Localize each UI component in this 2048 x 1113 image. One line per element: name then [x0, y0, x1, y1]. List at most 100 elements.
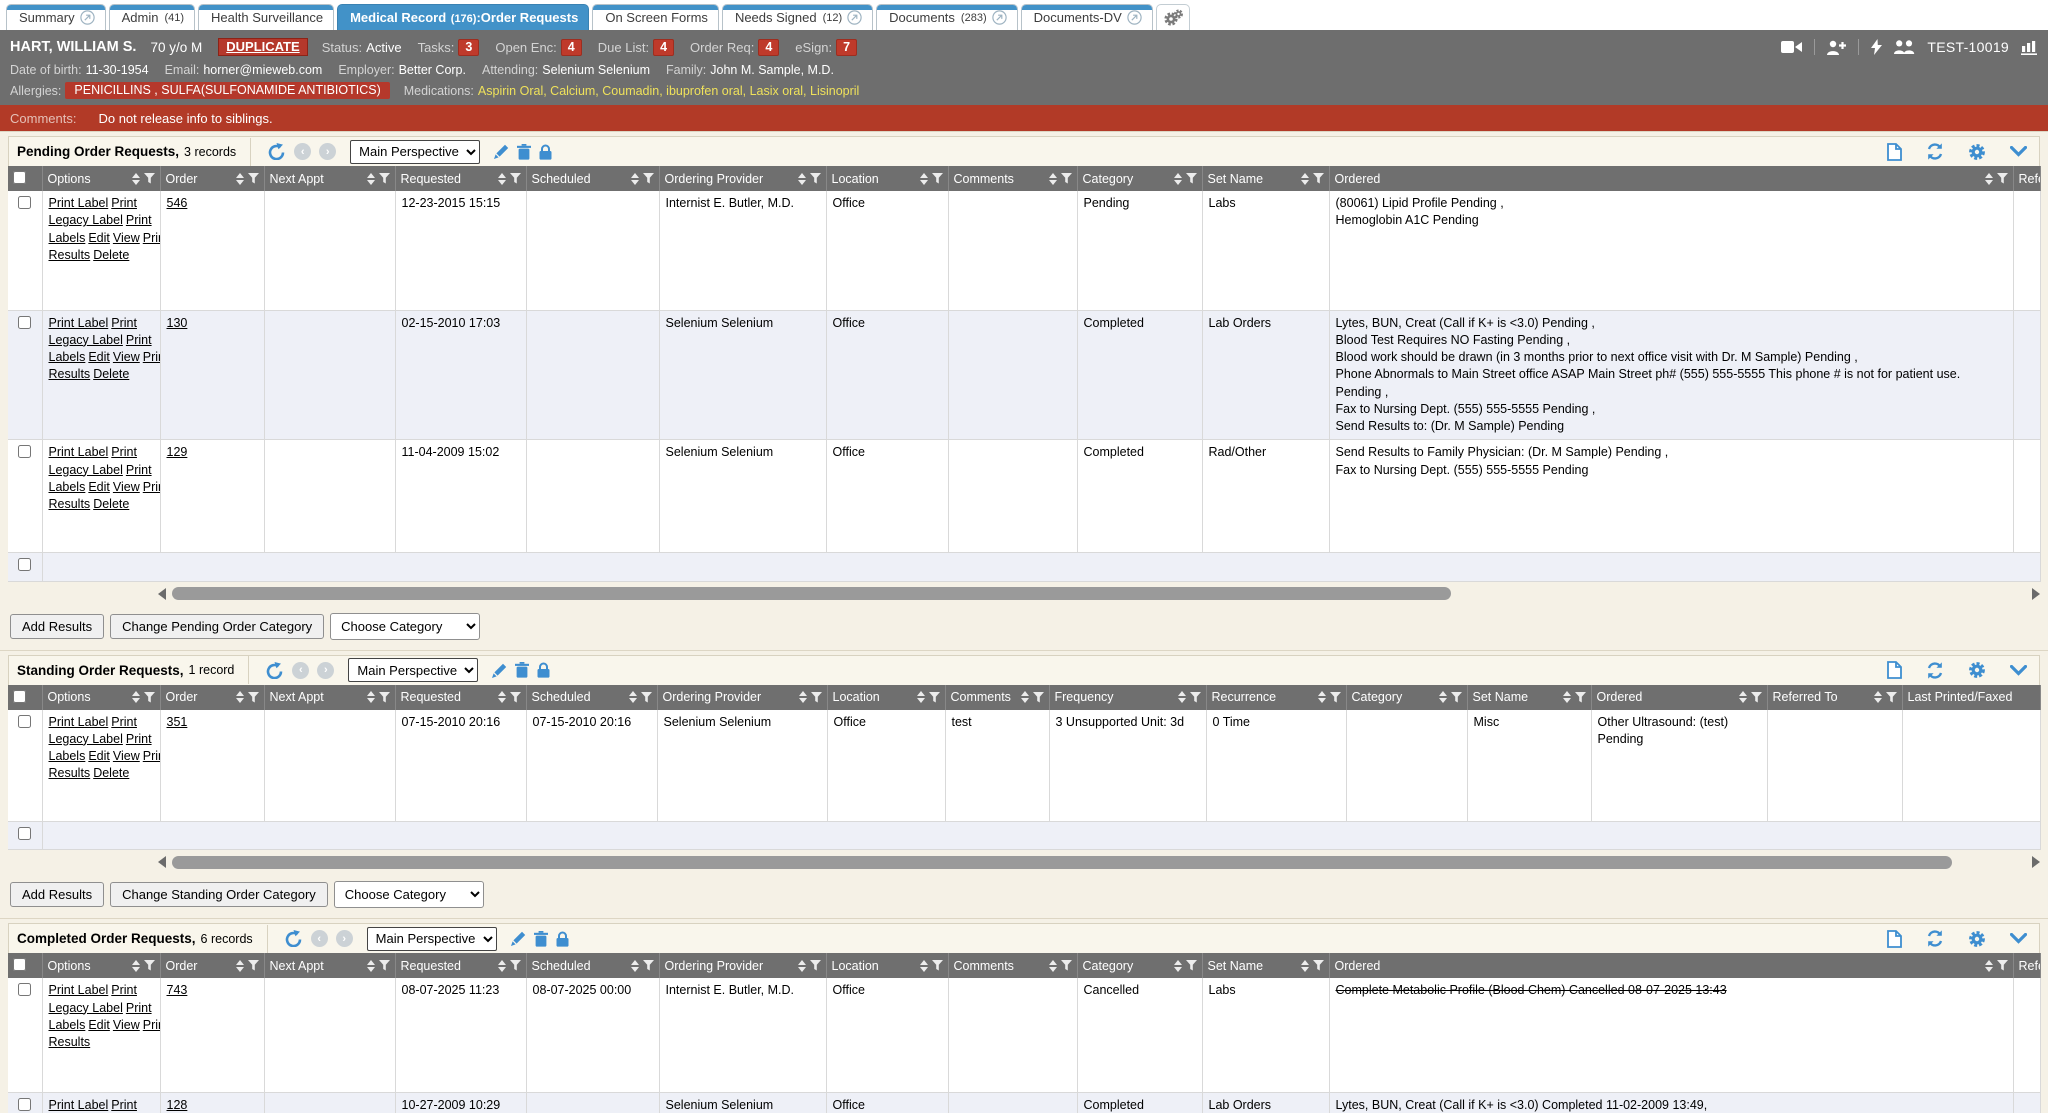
row-checkbox[interactable] — [18, 983, 32, 997]
sort-icon[interactable] — [916, 691, 925, 703]
sort-icon[interactable] — [1738, 691, 1747, 703]
filter-funnel-icon[interactable] — [1189, 691, 1201, 703]
scroll-left-arrow[interactable] — [158, 587, 166, 600]
sort-icon[interactable] — [919, 959, 928, 972]
patients-icon[interactable] — [1894, 40, 1915, 54]
collapse-chevron-icon[interactable] — [2010, 933, 2027, 945]
popout-icon[interactable] — [847, 10, 862, 25]
settings-gear-icon[interactable] — [1968, 661, 1986, 679]
order-action-link[interactable]: Delete — [93, 766, 130, 781]
flowsheet-chart-icon[interactable] — [2021, 40, 2038, 55]
sort-icon[interactable] — [497, 172, 506, 185]
order-action-link[interactable]: Edit — [88, 479, 110, 494]
edit-pencil-icon[interactable] — [494, 144, 509, 159]
order-action-link[interactable]: View Results — [48, 1035, 91, 1049]
sort-icon[interactable] — [798, 691, 807, 703]
tab-needs-signed[interactable]: Needs Signed (12) — [721, 4, 874, 30]
order-action-link[interactable]: Print Label — [48, 445, 109, 460]
order-action-link[interactable]: Add Results — [48, 367, 91, 382]
filter-funnel-icon[interactable] — [143, 960, 155, 971]
scrollbar-thumb[interactable] — [172, 855, 1952, 869]
order-action-link[interactable]: View — [112, 350, 140, 364]
filter-funnel-icon[interactable] — [247, 173, 259, 184]
new-document-icon[interactable] — [1887, 661, 1902, 679]
order-action-link[interactable]: Print Legacy Label — [48, 714, 137, 746]
sort-icon[interactable] — [366, 691, 375, 703]
change-pending-category-button[interactable]: Change Pending Order Category — [110, 613, 325, 639]
sort-icon[interactable] — [497, 691, 506, 703]
order-action-link[interactable]: Edit — [88, 749, 110, 763]
filter-funnel-icon[interactable] — [642, 960, 654, 971]
sort-icon[interactable] — [919, 172, 928, 185]
order-action-link[interactable]: Print Label — [48, 315, 109, 330]
filter-funnel-icon[interactable] — [640, 691, 652, 703]
popout-icon[interactable] — [79, 10, 95, 25]
row-checkbox[interactable] — [18, 445, 32, 459]
scrollbar-thumb[interactable] — [172, 587, 1452, 600]
sort-icon[interactable] — [797, 172, 806, 185]
allergies-value[interactable]: PENICILLINS , SULFA(SULFONAMIDE ANTIBIOT… — [65, 82, 390, 99]
tab-health-surveillance[interactable]: Health Surveillance — [198, 4, 335, 30]
delete-trash-icon[interactable] — [515, 662, 530, 678]
edit-pencil-icon[interactable] — [492, 663, 507, 678]
select-all-checkbox[interactable] — [13, 689, 26, 703]
collapse-chevron-icon[interactable] — [2010, 146, 2027, 157]
delete-trash-icon[interactable] — [533, 930, 548, 947]
filter-funnel-icon[interactable] — [378, 691, 390, 703]
esign-badge[interactable]: 7 — [836, 38, 858, 56]
filter-funnel-icon[interactable] — [143, 691, 155, 703]
order-action-link[interactable]: Add Results — [48, 497, 91, 511]
filter-funnel-icon[interactable] — [1312, 173, 1324, 184]
sort-icon[interactable] — [131, 691, 140, 703]
filter-funnel-icon[interactable] — [509, 173, 521, 184]
sort-icon[interactable] — [797, 959, 806, 972]
sort-icon[interactable] — [630, 172, 639, 185]
perspective-select[interactable]: Main Perspective — [350, 139, 481, 164]
order-action-link[interactable]: Edit — [88, 1017, 110, 1032]
order-action-link[interactable]: Print Labels — [48, 332, 152, 364]
choose-category-select[interactable]: Choose Category — [333, 881, 484, 909]
add-person-icon[interactable] — [1827, 40, 1847, 55]
filter-funnel-icon[interactable] — [247, 960, 259, 971]
undo-icon[interactable] — [284, 930, 303, 948]
horizontal-scrollbar[interactable] — [158, 853, 2040, 871]
order-number-link[interactable]: 743 — [166, 983, 188, 998]
row-checkbox[interactable] — [18, 558, 32, 572]
refresh-icon[interactable] — [1926, 143, 1944, 160]
filter-funnel-icon[interactable] — [1996, 173, 2008, 184]
order-action-link[interactable]: Print Label — [48, 1097, 109, 1112]
filter-funnel-icon[interactable] — [1185, 960, 1197, 971]
order-action-link[interactable]: Print Legacy Label — [48, 445, 137, 477]
sort-icon[interactable] — [1173, 172, 1182, 185]
order-action-link[interactable]: Delete — [93, 247, 130, 262]
order-action-link[interactable]: Print Labels — [48, 1000, 152, 1032]
order-action-link[interactable]: Print — [142, 749, 159, 763]
sort-icon[interactable] — [1438, 691, 1447, 703]
order-action-link[interactable]: Print Legacy Label — [48, 315, 137, 347]
row-checkbox[interactable] — [18, 196, 32, 209]
due-list-badge[interactable]: 4 — [653, 38, 675, 56]
select-all-checkbox[interactable] — [13, 171, 26, 184]
lock-icon[interactable] — [537, 662, 550, 678]
history-back-icon[interactable]: ‹ — [292, 661, 310, 679]
order-action-link[interactable]: Print — [142, 1017, 159, 1032]
sort-icon[interactable] — [1300, 959, 1309, 972]
sort-icon[interactable] — [1173, 959, 1182, 972]
history-back-icon[interactable]: ‹ — [294, 143, 312, 160]
tab-admin[interactable]: Admin (41) — [108, 4, 196, 30]
filter-funnel-icon[interactable] — [378, 173, 390, 184]
sort-icon[interactable] — [497, 959, 506, 972]
order-action-link[interactable]: View — [112, 479, 140, 494]
order-number-link[interactable]: 129 — [166, 445, 188, 460]
filter-funnel-icon[interactable] — [1996, 960, 2008, 971]
sort-icon[interactable] — [1020, 691, 1029, 703]
filter-funnel-icon[interactable] — [810, 691, 822, 703]
row-checkbox[interactable] — [18, 714, 32, 728]
filter-funnel-icon[interactable] — [931, 173, 943, 184]
order-action-link[interactable]: Print — [142, 230, 159, 245]
history-forward-icon[interactable]: › — [317, 661, 335, 679]
settings-gear-icon[interactable] — [1968, 930, 1986, 948]
video-call-icon[interactable] — [1781, 40, 1803, 54]
filter-funnel-icon[interactable] — [1060, 173, 1072, 184]
sort-icon[interactable] — [628, 691, 637, 703]
